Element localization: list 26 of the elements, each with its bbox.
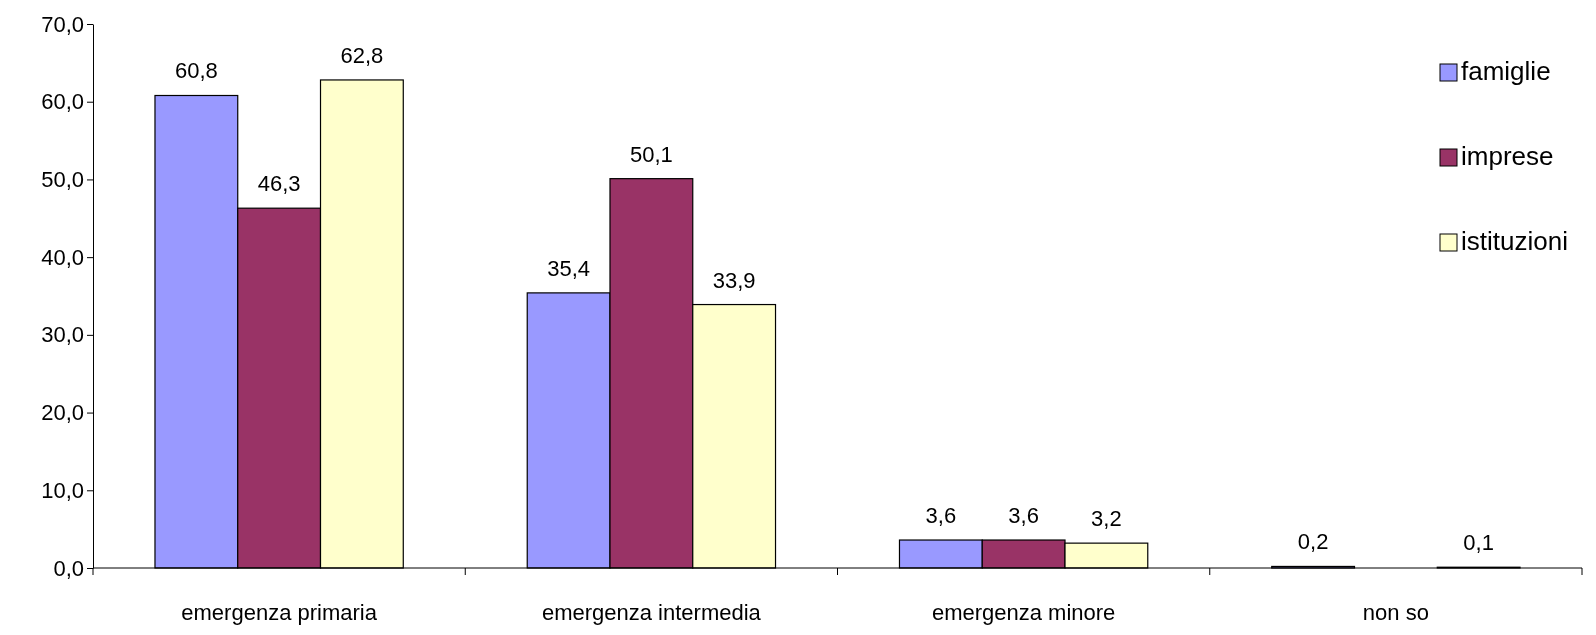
legend-label: famiglie [1461,56,1551,86]
y-tick-label: 0,0 [53,555,84,581]
legend-label: imprese [1461,141,1554,171]
data-label: 33,9 [712,267,756,293]
x-tick-label: emergenza intermedia [541,600,762,625]
data-label: 3,6 [925,503,957,529]
data-label: 60,8 [174,58,218,84]
data-label: 35,4 [547,255,591,281]
legend-label: istituzioni [1461,226,1568,256]
x-tick-label: emergenza minore [931,600,1116,625]
data-label: 50,1 [629,141,673,167]
x-tick-label: emergenza primaria [181,600,378,625]
y-tick-label: 70,0 [41,11,84,37]
data-label: 3,6 [1008,503,1039,529]
x-tick-label: non so [1362,600,1429,625]
data-label: 62,8 [340,42,384,68]
data-label: 3,2 [1091,506,1122,532]
y-tick-label: 20,0 [41,400,84,426]
y-tick-label: 10,0 [41,477,84,503]
data-label: 0,1 [1463,530,1494,556]
data-label: 46,3 [257,171,301,197]
y-tick-label: 40,0 [41,244,84,270]
y-tick-label: 30,0 [41,322,84,348]
y-tick-label: 60,0 [41,89,84,115]
data-label: 0,2 [1297,529,1329,555]
y-tick-label: 50,0 [41,166,84,192]
